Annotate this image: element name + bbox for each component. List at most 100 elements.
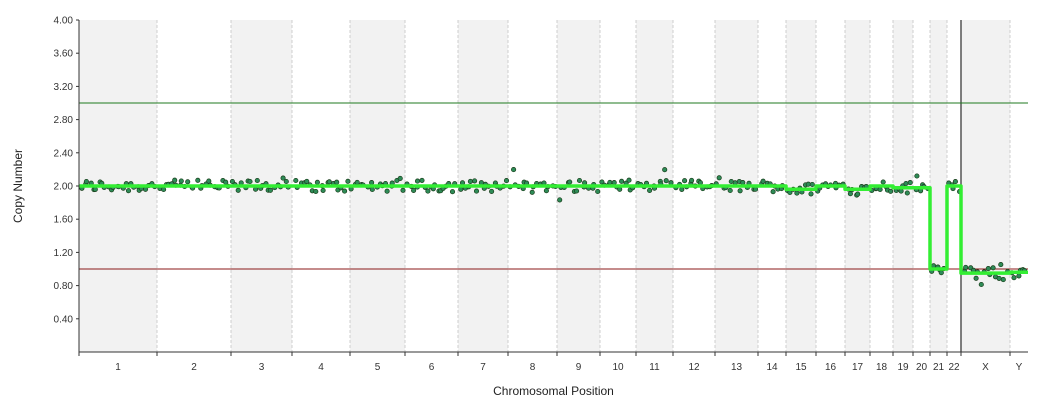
x-tick-label: 11 xyxy=(649,362,660,373)
data-point xyxy=(458,186,464,192)
data-point xyxy=(808,191,814,197)
data-point xyxy=(595,188,601,195)
y-tick-label: 2.00 xyxy=(54,182,74,193)
data-point xyxy=(369,186,375,193)
data-point xyxy=(760,178,766,184)
data-point xyxy=(1016,273,1022,279)
data-point xyxy=(567,179,573,185)
data-point xyxy=(178,178,184,184)
data-point xyxy=(847,191,853,197)
data-point xyxy=(414,178,421,184)
data-point xyxy=(973,275,979,281)
y-axis-label: Copy Number xyxy=(11,149,25,223)
data-point xyxy=(313,188,319,195)
y-tick-label: 4.00 xyxy=(54,16,74,27)
x-tick-labels: 1 2 3 4 5 6 7 8 9 10 11 12 13 14 15 16 17 18 19 20 21 22 X Y xyxy=(78,352,1023,373)
data-point xyxy=(473,188,480,194)
data-point xyxy=(619,178,625,184)
data-point xyxy=(574,188,580,194)
x-tick-label: 5 xyxy=(375,362,381,373)
y-tick-labels: 0.40 0.80 1.20 1.60 2.00 2.40 2.80 3.20 3.60 4.00 xyxy=(54,16,79,325)
data-point xyxy=(489,188,495,194)
data-point xyxy=(223,179,229,185)
y-tick-label: 2.40 xyxy=(54,148,74,159)
x-tick-label: 19 xyxy=(897,362,909,373)
data-point xyxy=(679,186,685,192)
data-point xyxy=(898,188,904,194)
data-point xyxy=(855,191,861,197)
data-point xyxy=(467,178,473,184)
data-point xyxy=(345,178,351,184)
data-point xyxy=(647,187,653,193)
data-point xyxy=(247,178,253,185)
x-tick-label: 3 xyxy=(259,362,265,373)
data-point xyxy=(280,175,286,181)
band-chr-X xyxy=(961,20,1010,352)
x-tick-label: 21 xyxy=(933,362,945,373)
data-point xyxy=(770,189,776,195)
data-point xyxy=(952,179,958,185)
x-tick-label: 4 xyxy=(318,362,324,373)
x-tick-label: 9 xyxy=(576,362,582,373)
data-point xyxy=(998,262,1004,268)
data-point xyxy=(938,270,944,276)
data-point xyxy=(267,187,273,193)
data-point xyxy=(904,190,910,196)
x-tick-label: 7 xyxy=(480,362,486,373)
data-point xyxy=(142,186,149,192)
x-tick-label: 8 xyxy=(530,362,536,373)
data-point xyxy=(172,177,178,183)
y-tick-label: 1.60 xyxy=(54,215,74,226)
segment-path xyxy=(79,184,1028,275)
data-point xyxy=(716,175,722,181)
data-point xyxy=(229,178,235,185)
data-point xyxy=(978,281,984,288)
data-point xyxy=(996,275,1002,281)
y-tick-label: 3.20 xyxy=(54,82,74,93)
data-point xyxy=(611,180,617,186)
y-tick-label: 2.80 xyxy=(54,115,74,126)
y-tick-label: 3.60 xyxy=(54,49,74,60)
y-tick-label: 0.40 xyxy=(54,314,74,325)
data-point xyxy=(903,180,909,187)
data-point xyxy=(342,188,348,194)
data-point xyxy=(662,167,668,173)
y-tick-label: 0.80 xyxy=(54,281,74,292)
data-point xyxy=(254,177,260,184)
x-tick-label: 18 xyxy=(876,362,888,373)
data-point xyxy=(626,177,632,183)
data-point xyxy=(503,178,510,184)
x-tick-label: 2 xyxy=(191,362,197,373)
reference-lines xyxy=(79,102,1028,270)
x-tick-label: 10 xyxy=(612,362,624,373)
data-point xyxy=(682,178,688,184)
x-tick-label: 17 xyxy=(852,362,864,373)
data-point xyxy=(161,186,167,193)
data-point xyxy=(689,177,695,183)
x-tick-label: 14 xyxy=(766,362,778,373)
data-point xyxy=(125,188,132,194)
data-point xyxy=(668,180,674,186)
data-point xyxy=(529,189,535,195)
data-point xyxy=(794,190,800,196)
x-tick-label: 1 xyxy=(115,362,121,373)
data-point xyxy=(83,178,89,185)
data-point xyxy=(914,173,920,179)
band-chr-21 xyxy=(930,20,947,352)
data-point xyxy=(472,178,478,184)
segment-lines xyxy=(79,184,1028,275)
data-point xyxy=(663,178,669,184)
x-tick-label: 22 xyxy=(948,362,960,373)
data-point xyxy=(283,178,289,185)
x-tick-label: X xyxy=(982,362,989,373)
data-point xyxy=(411,187,417,193)
data-point xyxy=(576,177,583,184)
data-point xyxy=(326,179,332,185)
data-point xyxy=(334,179,340,185)
data-point xyxy=(314,179,320,185)
y-tick-label: 1.20 xyxy=(54,248,74,259)
data-point xyxy=(354,179,360,185)
data-point xyxy=(449,189,456,195)
data-point xyxy=(92,186,98,192)
